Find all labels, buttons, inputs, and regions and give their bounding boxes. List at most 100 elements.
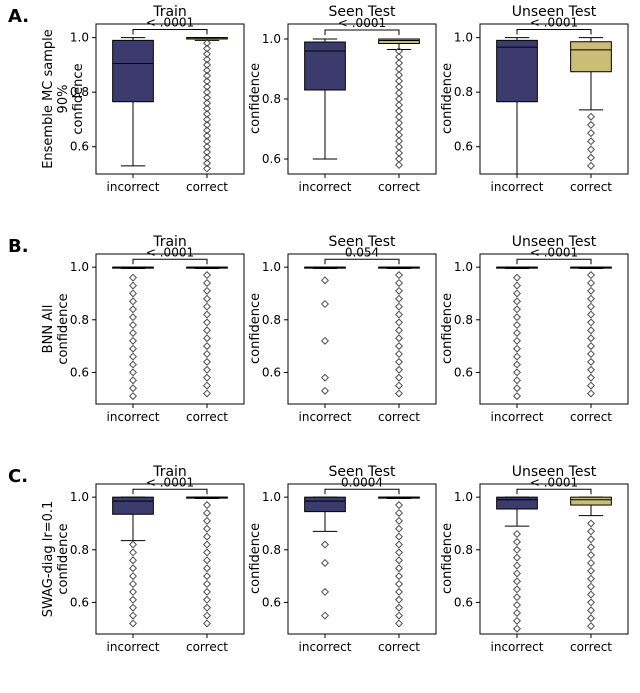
plot-svg: 0.60.81.0incorrectcorrect< .0001 xyxy=(480,484,628,634)
ytick-label: 1.0 xyxy=(454,490,473,504)
flier xyxy=(130,385,137,392)
flier xyxy=(396,390,403,397)
flier xyxy=(588,544,595,551)
xtick-label: correct xyxy=(186,410,228,424)
flier xyxy=(514,290,521,297)
ytick-label: 0.6 xyxy=(70,595,89,609)
xtick-label: correct xyxy=(570,640,612,654)
flier xyxy=(514,369,521,376)
ytick-label: 1.0 xyxy=(454,31,473,45)
y-axis-label: BNN Allconfidence xyxy=(42,254,72,404)
flier xyxy=(588,591,595,598)
flier xyxy=(204,533,211,540)
flier xyxy=(588,351,595,358)
box-incorrect xyxy=(113,40,154,101)
flier xyxy=(130,612,137,619)
ytick-label: 0.6 xyxy=(262,152,281,166)
flier xyxy=(588,575,595,582)
flier xyxy=(396,541,403,548)
panel-title: Train xyxy=(96,234,244,250)
xtick-label: correct xyxy=(186,180,228,194)
flier xyxy=(322,388,329,395)
plot-border xyxy=(480,254,628,404)
ytick-label: 0.6 xyxy=(262,595,281,609)
box-incorrect xyxy=(497,40,538,101)
flier xyxy=(514,338,521,345)
flier xyxy=(204,549,211,556)
flier xyxy=(130,314,137,321)
flier xyxy=(514,322,521,329)
flier xyxy=(396,518,403,525)
flier xyxy=(396,359,403,366)
flier xyxy=(396,565,403,572)
flier xyxy=(204,390,211,397)
flier xyxy=(396,351,403,358)
flier xyxy=(204,303,211,310)
flier xyxy=(588,113,595,120)
flier xyxy=(396,557,403,564)
plot-svg: 0.60.81.0incorrectcorrect< .0001 xyxy=(480,254,628,404)
flier xyxy=(130,377,137,384)
flier xyxy=(588,295,595,302)
flier xyxy=(396,596,403,603)
ytick-label: 0.8 xyxy=(454,85,473,99)
flier xyxy=(130,541,137,548)
flier xyxy=(514,353,521,360)
panel-C-1: Seen Test0.60.81.0incorrectcorrect0.0004 xyxy=(288,484,436,634)
plot-border xyxy=(288,254,436,404)
flier xyxy=(204,565,211,572)
box-incorrect xyxy=(497,497,538,509)
stat-bracket xyxy=(133,489,207,494)
flier xyxy=(396,280,403,287)
flier xyxy=(204,272,211,279)
plot-svg: 0.60.81.0incorrectcorrect< .0001 xyxy=(96,24,244,174)
flier xyxy=(514,298,521,305)
flier xyxy=(130,290,137,297)
xtick-label: incorrect xyxy=(107,640,160,654)
flier xyxy=(322,338,329,345)
ytick-label: 1.0 xyxy=(70,490,89,504)
plot-svg: 0.60.81.0incorrectcorrect0.0004 xyxy=(288,484,436,634)
flier xyxy=(588,359,595,366)
flier xyxy=(588,382,595,389)
flier xyxy=(514,618,521,625)
stat-bracket xyxy=(325,489,399,494)
y-axis-label-line1: SWAG-diag lr=0.1 xyxy=(42,484,57,634)
stat-bracket xyxy=(517,29,591,34)
panel-title: Unseen Test xyxy=(480,234,628,250)
stat-bracket xyxy=(517,259,591,264)
flier xyxy=(204,351,211,358)
flier xyxy=(204,327,211,334)
flier xyxy=(130,322,137,329)
y-axis-label-line2: confidence xyxy=(57,254,72,404)
flier xyxy=(396,382,403,389)
flier xyxy=(204,319,211,326)
flier xyxy=(130,306,137,313)
panel-B-1: Seen Test0.60.81.0incorrectcorrect0.054 xyxy=(288,254,436,404)
panel-title: Unseen Test xyxy=(480,4,628,20)
plot-svg: 0.60.81.0incorrectcorrect< .0001 xyxy=(480,24,628,174)
panel-C-0: Train0.60.81.0incorrectcorrect< .0001 xyxy=(96,484,244,634)
flier xyxy=(322,374,329,381)
flier xyxy=(514,274,521,281)
y-axis-label: confidence xyxy=(440,293,455,364)
panel-title: Seen Test xyxy=(288,4,436,20)
flier xyxy=(396,525,403,532)
panel-B-0: Train0.60.81.0incorrectcorrect< .0001 xyxy=(96,254,244,404)
flier xyxy=(514,610,521,617)
ytick-label: 0.8 xyxy=(70,543,89,557)
ytick-label: 1.0 xyxy=(262,260,281,274)
y-axis-label-line2: confidence xyxy=(72,24,87,174)
xtick-label: correct xyxy=(378,180,420,194)
flier xyxy=(514,330,521,337)
flier xyxy=(204,502,211,509)
flier xyxy=(322,301,329,308)
xtick-label: incorrect xyxy=(299,180,352,194)
xtick-label: incorrect xyxy=(299,640,352,654)
panel-title: Seen Test xyxy=(288,464,436,480)
flier xyxy=(204,596,211,603)
ytick-label: 1.0 xyxy=(70,260,89,274)
flier xyxy=(588,607,595,614)
xtick-label: incorrect xyxy=(107,180,160,194)
flier xyxy=(588,303,595,310)
